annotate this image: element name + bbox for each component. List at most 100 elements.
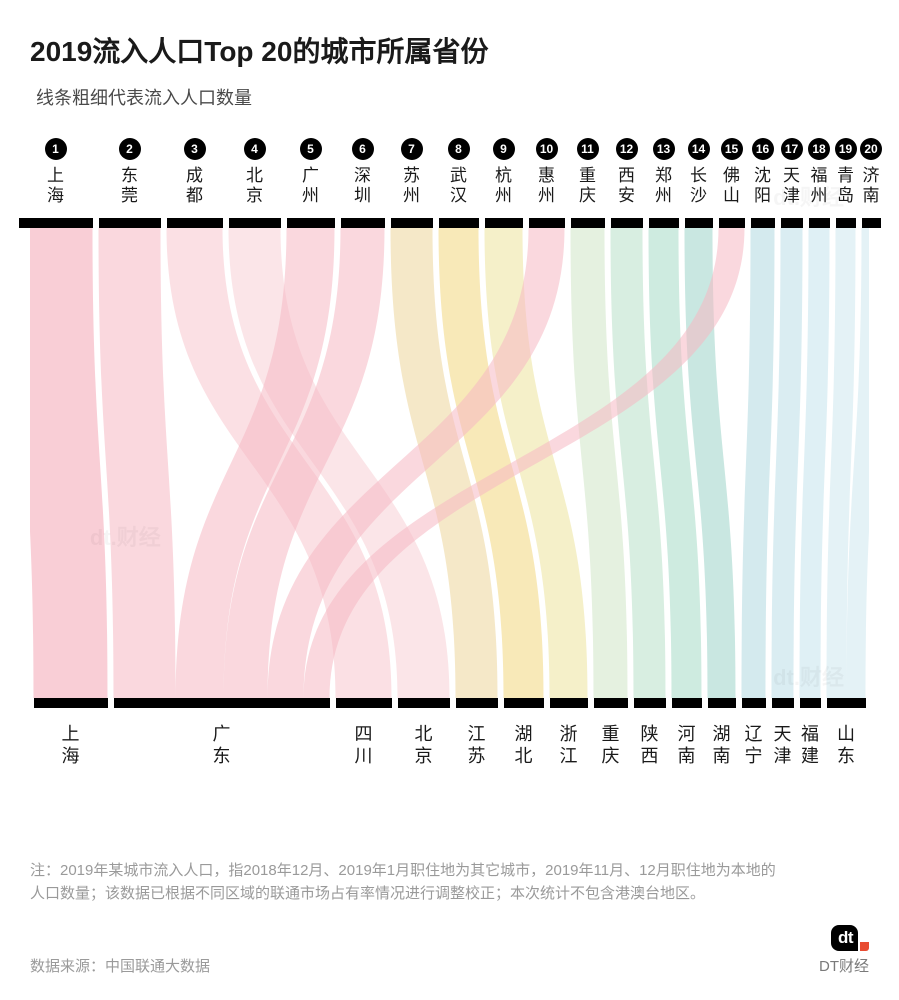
rank-badge: 3 [184,138,206,160]
city-bar [836,218,856,228]
city-label: 杭州 [495,166,512,207]
city-bar [19,218,93,228]
province-label: 重庆 [602,724,620,767]
rank-badge: 20 [860,138,882,160]
city-label: 青岛 [837,166,854,207]
province-bar [800,698,821,708]
logo-text: dt [831,925,858,951]
rank-badge: 1 [45,138,67,160]
province-label: 广东 [213,724,231,767]
city-label: 佛山 [723,166,740,207]
city-bar [862,218,881,228]
city-bar [439,218,479,228]
city-label: 福州 [811,166,828,207]
city-label: 沈阳 [754,166,771,207]
data-source: 数据来源：中国联通大数据 [30,955,210,976]
rank-badge: 18 [808,138,830,160]
province-label: 湖南 [713,724,731,767]
city-bar [341,218,385,228]
rank-badge: 16 [752,138,774,160]
brand-name: DT财经 [819,955,869,976]
logo-dot-icon [860,942,869,951]
province-bar [34,698,108,708]
province-label: 河南 [678,724,696,767]
brand-logo: dt [831,925,869,951]
province-bar [336,698,392,708]
province-bar [772,698,794,708]
city-label: 天津 [783,166,800,207]
city-label: 长沙 [690,166,707,207]
chart-note: 注：2019年某城市流入人口，指2018年12月、2019年1月职住地为其它城市… [30,859,790,906]
province-label: 湖北 [515,724,533,767]
city-label: 武汉 [450,166,467,207]
city-bar [485,218,523,228]
rank-badge: 6 [352,138,374,160]
city-bar [685,218,713,228]
rank-badge: 4 [244,138,266,160]
city-label: 东莞 [121,166,138,207]
province-label: 北京 [415,724,433,767]
city-label: 成都 [186,166,203,207]
province-bar [672,698,702,708]
province-label: 陕西 [641,724,659,767]
province-bar [742,698,766,708]
flow-上海 [30,228,108,698]
city-bar [571,218,605,228]
rank-badge: 2 [119,138,141,160]
city-bar [287,218,335,228]
province-bar [634,698,666,708]
rank-badge: 12 [616,138,638,160]
province-bar [504,698,544,708]
province-bar [827,698,866,708]
city-label: 惠州 [538,166,555,207]
province-label: 浙江 [560,724,578,767]
flow-沈阳 [742,228,775,698]
chart-subtitle: 线条粗细代表流入人口数量 [36,84,869,110]
city-label: 苏州 [403,166,420,207]
sankey-chart: 1上海2东莞3成都4北京5广州6深圳7苏州8武汉9杭州10惠州11重庆12西安1… [30,138,869,798]
city-bar [167,218,223,228]
rank-badge: 10 [536,138,558,160]
province-bar [398,698,450,708]
city-bar [719,218,745,228]
rank-badge: 19 [835,138,857,160]
rank-badge: 7 [401,138,423,160]
province-bar [594,698,628,708]
city-label: 深圳 [354,166,371,207]
flow-天津 [772,228,803,698]
rank-badge: 13 [653,138,675,160]
flow-福州 [800,228,830,698]
city-bar [529,218,565,228]
city-label: 郑州 [655,166,672,207]
rank-badge: 8 [448,138,470,160]
city-label: 重庆 [579,166,596,207]
city-label: 西安 [618,166,635,207]
city-label: 上海 [47,166,64,207]
city-label: 广州 [302,166,319,207]
rank-badge: 15 [721,138,743,160]
city-bar [809,218,830,228]
province-bar [708,698,736,708]
rank-badge: 5 [300,138,322,160]
city-bar [611,218,643,228]
city-label: 北京 [246,166,263,207]
province-bar [550,698,588,708]
province-bar [114,698,330,708]
brand-block: dt DT财经 [819,925,869,976]
province-bar [456,698,498,708]
province-label: 江苏 [468,724,486,767]
province-label: 天津 [774,724,792,767]
city-bar [391,218,433,228]
city-bar [99,218,161,228]
province-label: 四川 [355,724,373,767]
city-label: 济南 [863,166,880,207]
rank-badge: 14 [688,138,710,160]
province-label: 福建 [801,724,819,767]
chart-title: 2019流入人口Top 20的城市所属省份 [30,30,869,70]
province-label: 上海 [62,724,80,767]
province-label: 山东 [837,724,855,767]
rank-badge: 17 [781,138,803,160]
city-bar [781,218,803,228]
city-bar [751,218,775,228]
rank-badge: 11 [577,138,599,160]
